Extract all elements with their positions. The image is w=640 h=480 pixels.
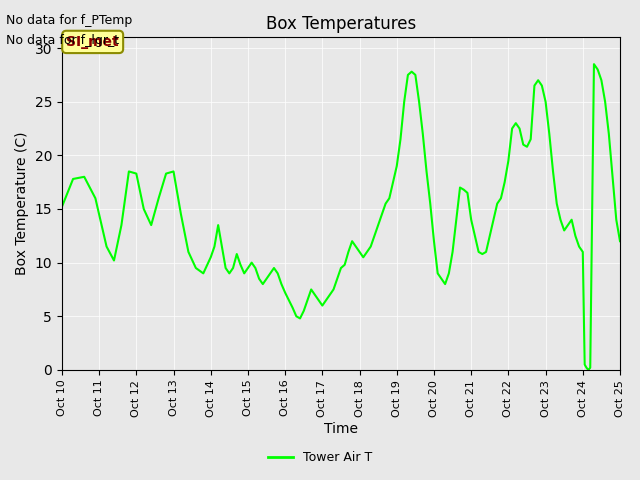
Text: No data for f_PTemp: No data for f_PTemp [6, 14, 132, 27]
Text: No data for f_lgr_t: No data for f_lgr_t [6, 34, 120, 47]
Y-axis label: Box Temperature (C): Box Temperature (C) [15, 132, 29, 276]
Title: Box Temperatures: Box Temperatures [266, 15, 416, 33]
X-axis label: Time: Time [324, 422, 358, 436]
Text: SI_met: SI_met [67, 35, 119, 49]
Legend: Tower Air T: Tower Air T [263, 446, 377, 469]
